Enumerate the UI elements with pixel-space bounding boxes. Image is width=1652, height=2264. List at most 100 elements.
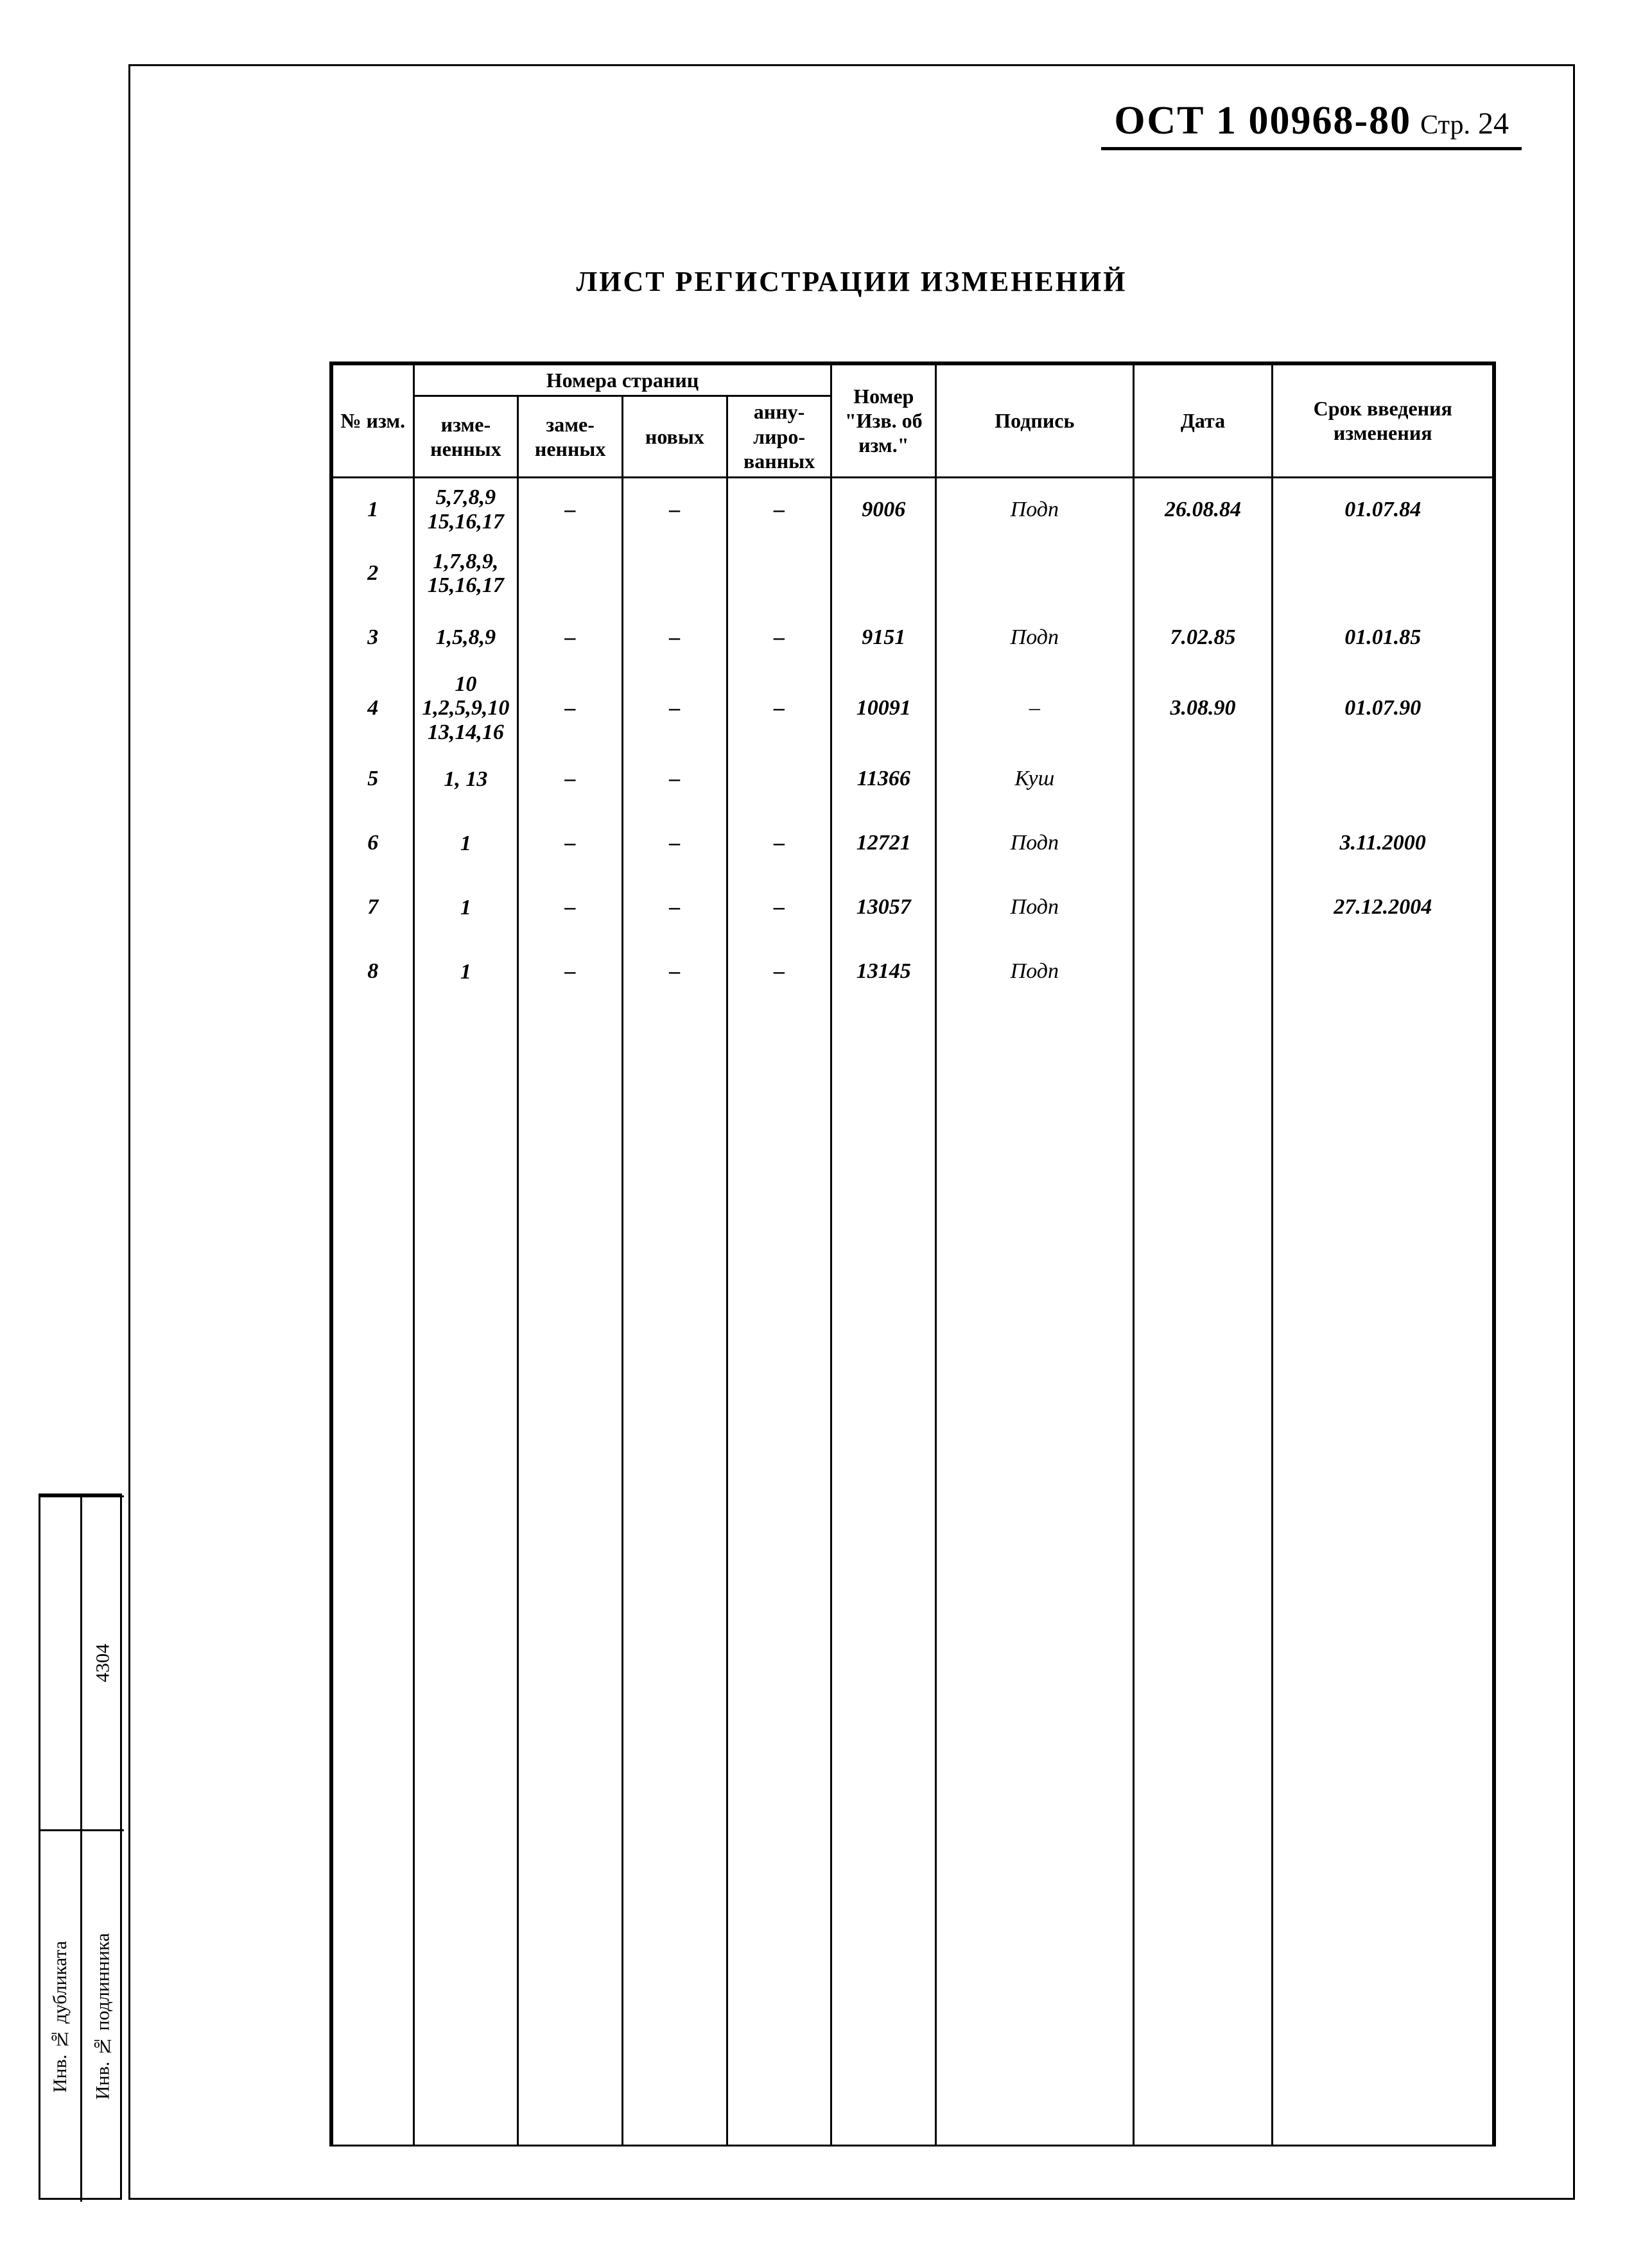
cell-n: 8	[333, 939, 414, 1004]
revision-table: № изм. Номера страниц Номер "Изв. об изм…	[329, 361, 1496, 2146]
filler-cell	[831, 1004, 936, 2145]
cell-p2: –	[518, 811, 623, 875]
stamp-number: 4304	[82, 1497, 124, 1829]
cell-p1: 1	[413, 875, 518, 939]
cell-p2: –	[518, 477, 623, 541]
cell-date	[1133, 939, 1273, 1004]
cell-notice: 9151	[831, 605, 936, 670]
cell-notice: 11366	[831, 747, 936, 811]
col-signature: Подпись	[936, 365, 1133, 478]
cell-n: 3	[333, 605, 414, 670]
cell-srok: 01.07.84	[1273, 477, 1493, 541]
stamp-cell-bottom-right: Инв. № подлинника	[82, 1829, 124, 2202]
page-frame: ОСТ 1 00968-80 Стр. 24 ЛИСТ РЕГИСТРАЦИИ …	[128, 64, 1575, 2200]
col-date: Дата	[1133, 365, 1273, 478]
col-changed: изме- ненных	[413, 396, 518, 477]
col-cancelled: анну- лиро- ванных	[727, 396, 831, 477]
cell-srok	[1273, 939, 1493, 1004]
cell-srok: 3.11.2000	[1273, 811, 1493, 875]
cell-p2: –	[518, 875, 623, 939]
table-header: № изм. Номера страниц Номер "Изв. об изм…	[333, 365, 1493, 478]
filler-cell	[727, 1004, 831, 2145]
cell-p2: –	[518, 605, 623, 670]
cell-date	[1133, 541, 1273, 605]
col-notice-no: Номер "Изв. об изм."	[831, 365, 936, 478]
stamp-label-podlinnik: Инв. № подлинника	[82, 1831, 124, 2202]
table-row: 51, 13––11366Куш	[333, 747, 1493, 811]
filler-cell	[622, 1004, 727, 2145]
cell-sig: Подп	[936, 939, 1133, 1004]
stamp-cell-top-right: 4304	[82, 1495, 124, 1829]
col-pages-group: Номера страниц	[413, 365, 831, 396]
cell-sig: –	[936, 670, 1133, 747]
cell-p4: –	[727, 477, 831, 541]
document-title: ЛИСТ РЕГИСТРАЦИИ ИЗМЕНЕНИЙ	[169, 265, 1535, 298]
cell-p2: –	[518, 939, 623, 1004]
cell-p4: –	[727, 670, 831, 747]
cell-date: 7.02.85	[1133, 605, 1273, 670]
cell-p1: 1,7,8,9, 15,16,17	[413, 541, 518, 605]
table-row: 410 1,2,5,9,10 13,14,16–––10091–3.08.900…	[333, 670, 1493, 747]
col-new: новых	[622, 396, 727, 477]
page-number: 24	[1478, 107, 1509, 141]
cell-p3: –	[622, 605, 727, 670]
cell-n: 4	[333, 670, 414, 747]
cell-date	[1133, 875, 1273, 939]
filler-cell	[413, 1004, 518, 2145]
table-row: 71–––13057Подп27.12.2004	[333, 875, 1493, 939]
cell-p3: –	[622, 939, 727, 1004]
cell-sig	[936, 541, 1133, 605]
filler-cell	[1133, 1004, 1273, 2145]
cell-sig: Подп	[936, 605, 1133, 670]
cell-n: 6	[333, 811, 414, 875]
cell-date	[1133, 811, 1273, 875]
table-body: 15,7,8,9 15,16,17–––9006Подп26.08.8401.0…	[333, 477, 1493, 2145]
cell-p4: –	[727, 811, 831, 875]
col-replaced: заме- ненных	[518, 396, 623, 477]
cell-p3: –	[622, 811, 727, 875]
table-row: 61–––12721Подп3.11.2000	[333, 811, 1493, 875]
table-filler-row	[333, 1004, 1493, 2145]
cell-n: 7	[333, 875, 414, 939]
cell-p1: 1	[413, 811, 518, 875]
side-stamp: 4304 Инв. № дубликата Инв. № подлинника	[39, 1493, 122, 2200]
cell-date: 26.08.84	[1133, 477, 1273, 541]
cell-notice: 13057	[831, 875, 936, 939]
cell-p4: –	[727, 875, 831, 939]
col-srok: Срок введения изменения	[1273, 365, 1493, 478]
filler-cell	[1273, 1004, 1493, 2145]
filler-cell	[333, 1004, 414, 2145]
cell-p1: 10 1,2,5,9,10 13,14,16	[413, 670, 518, 747]
cell-notice	[831, 541, 936, 605]
cell-srok: 01.01.85	[1273, 605, 1493, 670]
cell-n: 5	[333, 747, 414, 811]
cell-notice: 9006	[831, 477, 936, 541]
filler-cell	[936, 1004, 1133, 2145]
cell-date	[1133, 747, 1273, 811]
content-area: ОСТ 1 00968-80 Стр. 24 ЛИСТ РЕГИСТРАЦИИ …	[169, 85, 1535, 2159]
cell-p1: 5,7,8,9 15,16,17	[413, 477, 518, 541]
cell-date: 3.08.90	[1133, 670, 1273, 747]
table-row: 15,7,8,9 15,16,17–––9006Подп26.08.8401.0…	[333, 477, 1493, 541]
cell-srok: 01.07.90	[1273, 670, 1493, 747]
table-row: 81–––13145Подп	[333, 939, 1493, 1004]
cell-p3: –	[622, 670, 727, 747]
stamp-cell-top-left	[40, 1495, 82, 1829]
cell-n: 2	[333, 541, 414, 605]
cell-p2	[518, 541, 623, 605]
cell-srok	[1273, 541, 1493, 605]
table-row: 31,5,8,9–––9151Подп7.02.8501.01.85	[333, 605, 1493, 670]
cell-p4	[727, 747, 831, 811]
cell-srok	[1273, 747, 1493, 811]
stamp-label-dublikat: Инв. № дубликата	[40, 1831, 80, 2202]
cell-p4: –	[727, 939, 831, 1004]
standard-number: ОСТ 1 00968-80	[1114, 99, 1411, 143]
cell-n: 1	[333, 477, 414, 541]
cell-p3	[622, 541, 727, 605]
cell-srok: 27.12.2004	[1273, 875, 1493, 939]
table-row: 21,7,8,9, 15,16,17	[333, 541, 1493, 605]
cell-p1: 1,5,8,9	[413, 605, 518, 670]
filler-cell	[518, 1004, 623, 2145]
col-izm-no: № изм.	[333, 365, 414, 478]
cell-notice: 10091	[831, 670, 936, 747]
